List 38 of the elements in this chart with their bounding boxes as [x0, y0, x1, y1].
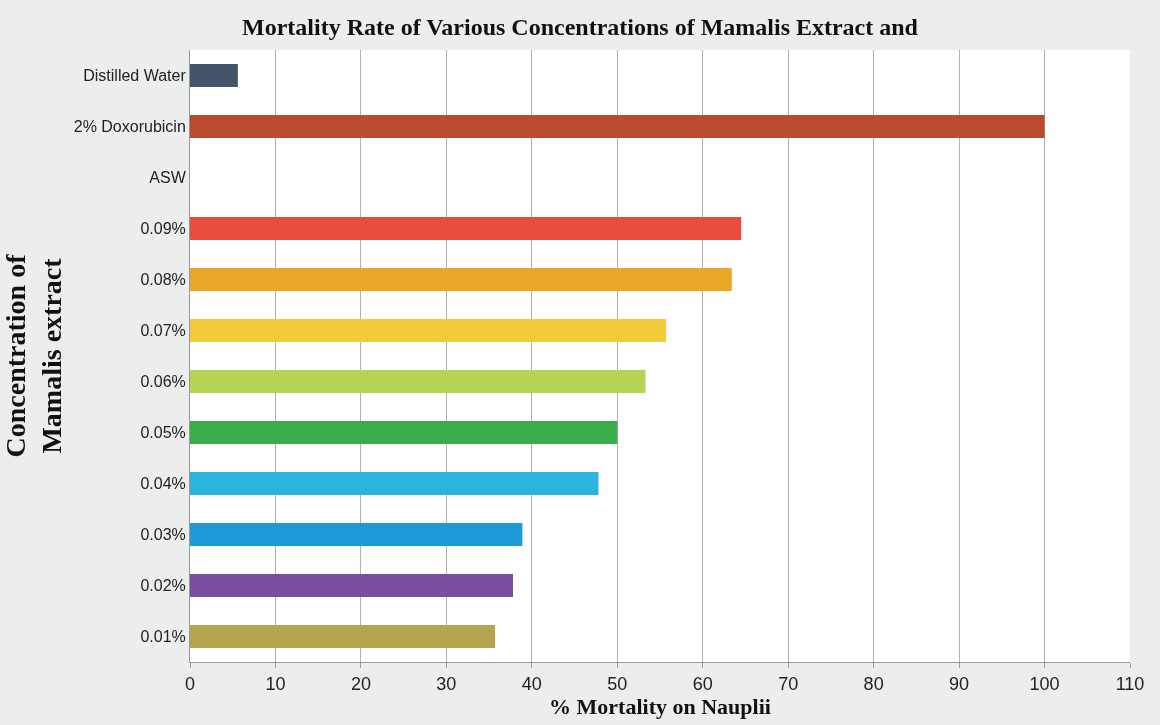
bar: [190, 574, 514, 597]
chart-title: Mortality Rate of Various Concentrations of Mamalis Extract and: [242, 13, 919, 40]
y-tick-label: 0.04%: [140, 475, 186, 493]
bar: [190, 472, 599, 495]
x-tick-label: 60: [692, 673, 713, 694]
y-tick-label: 0.01%: [140, 628, 186, 646]
bar: [190, 217, 742, 240]
x-tick-label: 20: [350, 673, 371, 694]
y-tick-label: 0.08%: [140, 271, 186, 289]
x-tick-label: 0: [184, 673, 196, 694]
bar: [190, 268, 732, 291]
x-tick-label: 70: [778, 673, 799, 694]
bar: [190, 64, 238, 87]
y-tick-label: 0.07%: [140, 322, 186, 340]
y-tick-label: ASW: [149, 169, 187, 187]
x-tick-label: 10: [265, 673, 286, 694]
bar: [190, 319, 666, 342]
y-tick-label: 0.03%: [140, 526, 186, 544]
x-tick-label: 100: [1029, 673, 1060, 694]
x-axis-title: % Mortality on Nauplii: [549, 693, 771, 719]
bar: [190, 370, 646, 393]
y-tick-label: 0.05%: [140, 424, 186, 442]
bar: [190, 421, 618, 444]
bar: [190, 523, 523, 546]
y-tick-label: 0.06%: [140, 373, 186, 391]
x-tick-label: 90: [949, 673, 970, 694]
y-tick-label: 2% Doxorubicin: [73, 118, 186, 136]
y-tick-label: Distilled Water: [83, 67, 187, 85]
bar: [190, 625, 496, 648]
y-tick-label: 0.02%: [140, 577, 186, 595]
y-axis-title: Concentration of Mamalis extract: [0, 253, 68, 458]
x-tick-label: 40: [521, 673, 542, 694]
y-tick-label: 0.09%: [140, 220, 186, 238]
x-tick-label: 110: [1115, 673, 1145, 694]
x-tick-label: 50: [607, 673, 628, 694]
x-tick-label: 80: [863, 673, 884, 694]
x-tick-label: 30: [436, 673, 457, 694]
bar: [190, 115, 1045, 138]
